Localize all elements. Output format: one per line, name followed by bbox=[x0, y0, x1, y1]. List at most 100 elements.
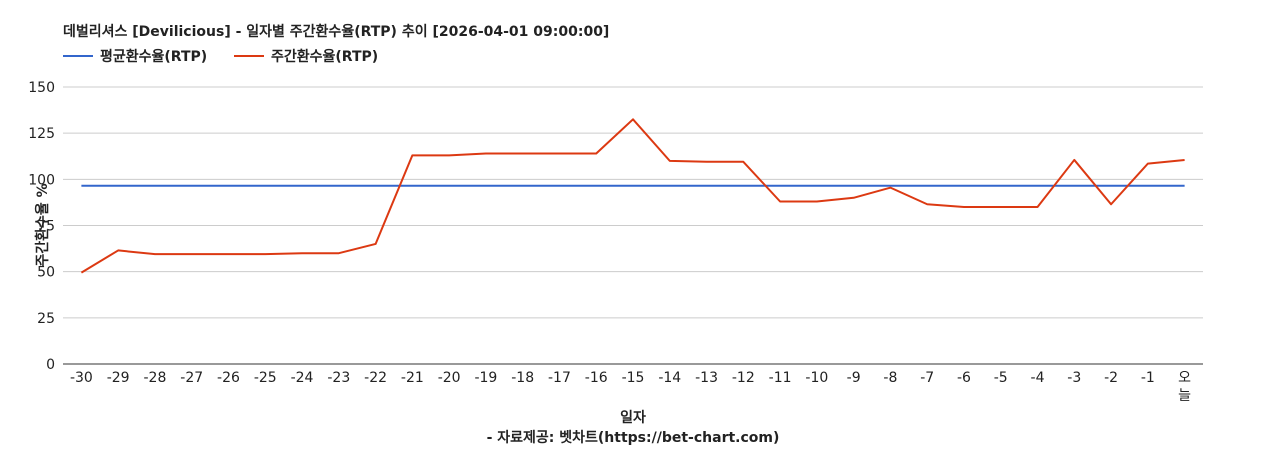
x-tick-label: -9 bbox=[847, 370, 861, 386]
x-tick-label: -7 bbox=[920, 370, 934, 386]
data-point bbox=[557, 183, 562, 188]
data-point bbox=[704, 159, 709, 164]
data-point bbox=[483, 183, 488, 188]
data-point bbox=[814, 199, 819, 204]
data-point bbox=[631, 117, 636, 122]
data-point bbox=[483, 151, 488, 156]
x-tick-label: -24 bbox=[291, 370, 314, 386]
x-tick-label: -26 bbox=[217, 370, 240, 386]
legend-label-weekly: 주간환수율(RTP) bbox=[271, 48, 378, 65]
data-point bbox=[152, 252, 157, 257]
data-point bbox=[410, 183, 415, 188]
data-point bbox=[594, 183, 599, 188]
legend: 평균환수율(RTP) 주간환수율(RTP) bbox=[63, 48, 378, 65]
data-point bbox=[667, 158, 672, 163]
x-tick-label: -6 bbox=[957, 370, 971, 386]
data-point bbox=[925, 183, 930, 188]
x-tick-label: -4 bbox=[1031, 370, 1045, 386]
data-point bbox=[79, 183, 84, 188]
data-point bbox=[189, 183, 194, 188]
data-point bbox=[594, 151, 599, 156]
data-point bbox=[410, 153, 415, 158]
y-tick-label: 0 bbox=[46, 357, 55, 373]
data-point bbox=[741, 183, 746, 188]
data-point bbox=[961, 205, 966, 210]
y-tick-label: 150 bbox=[28, 80, 55, 96]
data-point bbox=[300, 251, 305, 256]
data-point bbox=[741, 159, 746, 164]
gridlines bbox=[63, 86, 1203, 365]
data-point bbox=[263, 183, 268, 188]
x-tick-label: -12 bbox=[732, 370, 755, 386]
x-tick-label: -5 bbox=[994, 370, 1008, 386]
data-point bbox=[1072, 183, 1077, 188]
data-point bbox=[631, 183, 636, 188]
data-point bbox=[851, 183, 856, 188]
data-point bbox=[1035, 183, 1040, 188]
y-tick-label: 75 bbox=[37, 219, 55, 235]
source-credit: - 자료제공: 벳차트(https://bet-chart.com) bbox=[487, 429, 780, 446]
data-point bbox=[1145, 161, 1150, 166]
data-point bbox=[226, 183, 231, 188]
x-tick-label: -11 bbox=[769, 370, 792, 386]
data-point bbox=[888, 185, 893, 190]
x-tick-label: -17 bbox=[548, 370, 571, 386]
x-tick-label: -20 bbox=[438, 370, 461, 386]
data-point bbox=[520, 183, 525, 188]
data-point bbox=[1145, 183, 1150, 188]
data-point bbox=[998, 183, 1003, 188]
x-tick-label: -23 bbox=[327, 370, 350, 386]
data-point bbox=[79, 270, 84, 275]
data-point bbox=[778, 183, 783, 188]
data-point bbox=[447, 153, 452, 158]
chart-title: 데벌리셔스 [Devilicious] - 일자별 주간환수율(RTP) 추이 … bbox=[63, 23, 609, 40]
data-point bbox=[1072, 157, 1077, 162]
y-tick-label: 50 bbox=[37, 265, 55, 281]
data-point bbox=[336, 251, 341, 256]
x-tick-label: -25 bbox=[254, 370, 277, 386]
data-point bbox=[116, 183, 121, 188]
data-point bbox=[814, 183, 819, 188]
data-point bbox=[1182, 157, 1187, 162]
data-point bbox=[1109, 202, 1114, 207]
x-tick-label: -29 bbox=[107, 370, 130, 386]
x-tick-label: -28 bbox=[143, 370, 166, 386]
data-point bbox=[1182, 183, 1187, 188]
data-point bbox=[851, 195, 856, 200]
y-axis-title: 주간환수율 % bbox=[34, 183, 51, 266]
data-point bbox=[336, 183, 341, 188]
data-point bbox=[667, 183, 672, 188]
data-point bbox=[373, 241, 378, 246]
y-tick-label: 25 bbox=[37, 311, 55, 327]
data-point bbox=[189, 252, 194, 257]
data-point bbox=[998, 205, 1003, 210]
data-point bbox=[1109, 183, 1114, 188]
data-point bbox=[520, 151, 525, 156]
x-tick-label: -16 bbox=[585, 370, 608, 386]
x-axis-ticks: -30 -29 -28 -27 -26 -25 -24 -23 -22 -21 -20 -19 -18-… bbox=[70, 370, 1191, 404]
x-tick-label: -13 bbox=[695, 370, 718, 386]
x-tick-label: -15 bbox=[622, 370, 645, 386]
x-tick-label: -30 bbox=[70, 370, 93, 386]
y-tick-label: 100 bbox=[28, 172, 55, 188]
data-point bbox=[557, 151, 562, 156]
x-tick-label: -27 bbox=[180, 370, 203, 386]
x-axis-title: 일자 bbox=[620, 410, 646, 426]
data-point bbox=[704, 183, 709, 188]
series-lines bbox=[79, 117, 1187, 275]
data-point bbox=[961, 183, 966, 188]
data-point bbox=[373, 183, 378, 188]
y-tick-label: 125 bbox=[28, 126, 55, 142]
x-tick-label: -21 bbox=[401, 370, 424, 386]
data-point bbox=[116, 248, 121, 253]
x-tick-label: -1 bbox=[1141, 370, 1155, 386]
x-tick-label: -14 bbox=[658, 370, 681, 386]
series-line-1 bbox=[80, 118, 1185, 274]
x-tick-label: -8 bbox=[883, 370, 897, 386]
legend-label-avg: 평균환수율(RTP) bbox=[100, 48, 207, 65]
data-point bbox=[778, 199, 783, 204]
x-tick-label: -18 bbox=[511, 370, 534, 386]
x-tick-label: -2 bbox=[1104, 370, 1118, 386]
